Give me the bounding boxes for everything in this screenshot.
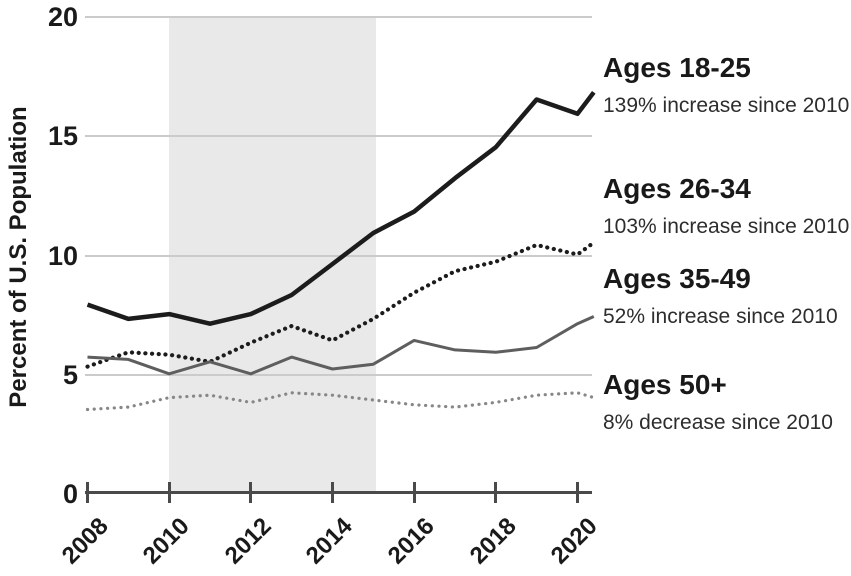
series-line-ages-18-25 xyxy=(86,90,596,326)
legend-entry-ages-35-49: Ages 35-49 52% increase since 2010 xyxy=(603,263,838,329)
legend-entry-ages-18-25: Ages 18-25 139% increase since 2010 xyxy=(603,52,849,118)
legend-subtitle-ages-18-25: 139% increase since 2010 xyxy=(603,94,850,117)
gridline-y-20 xyxy=(85,16,592,18)
x-axis-line xyxy=(85,491,592,494)
x-tick-2014 xyxy=(331,482,334,503)
gridline-y-10 xyxy=(85,255,592,257)
legend-title-ages-26-34: Ages 26-34 xyxy=(603,173,751,204)
legend-title-ages-18-25: Ages 18-25 xyxy=(603,52,751,83)
legend-subtitle-ages-35-49: 52% increase since 2010 xyxy=(603,305,838,328)
legend-title-ages-35-49: Ages 35-49 xyxy=(603,263,751,294)
y-tick-label-0: 0 xyxy=(62,479,78,509)
y-tick-label-20: 20 xyxy=(47,2,78,32)
x-tick-2010 xyxy=(168,482,171,503)
y-tick-label-15: 15 xyxy=(47,121,78,151)
series-line-ages-35-49 xyxy=(87,315,595,376)
y-tick-label-10: 10 xyxy=(47,241,78,271)
legend-subtitle-ages-26-34: 103% increase since 2010 xyxy=(603,215,850,238)
y-tick-label-5: 5 xyxy=(62,360,78,390)
legend-subtitle-ages-50-plus: 8% decrease since 2010 xyxy=(603,411,833,434)
x-tick-2008 xyxy=(86,482,89,503)
legend-entry-ages-50-plus: Ages 50+ 8% decrease since 2010 xyxy=(603,369,833,435)
x-tick-2018 xyxy=(494,482,497,503)
gridline-y-5 xyxy=(85,374,592,376)
x-tick-2016 xyxy=(413,482,416,503)
legend-title-ages-50-plus: Ages 50+ xyxy=(603,369,727,400)
x-tick-2020 xyxy=(576,482,579,503)
series-line-ages-50- xyxy=(85,391,596,412)
x-tick-2012 xyxy=(249,482,252,503)
gridline-y-15 xyxy=(85,135,592,137)
legend-entry-ages-26-34: Ages 26-34 103% increase since 2010 xyxy=(603,173,849,239)
series-line-ages-26-34 xyxy=(85,240,596,369)
